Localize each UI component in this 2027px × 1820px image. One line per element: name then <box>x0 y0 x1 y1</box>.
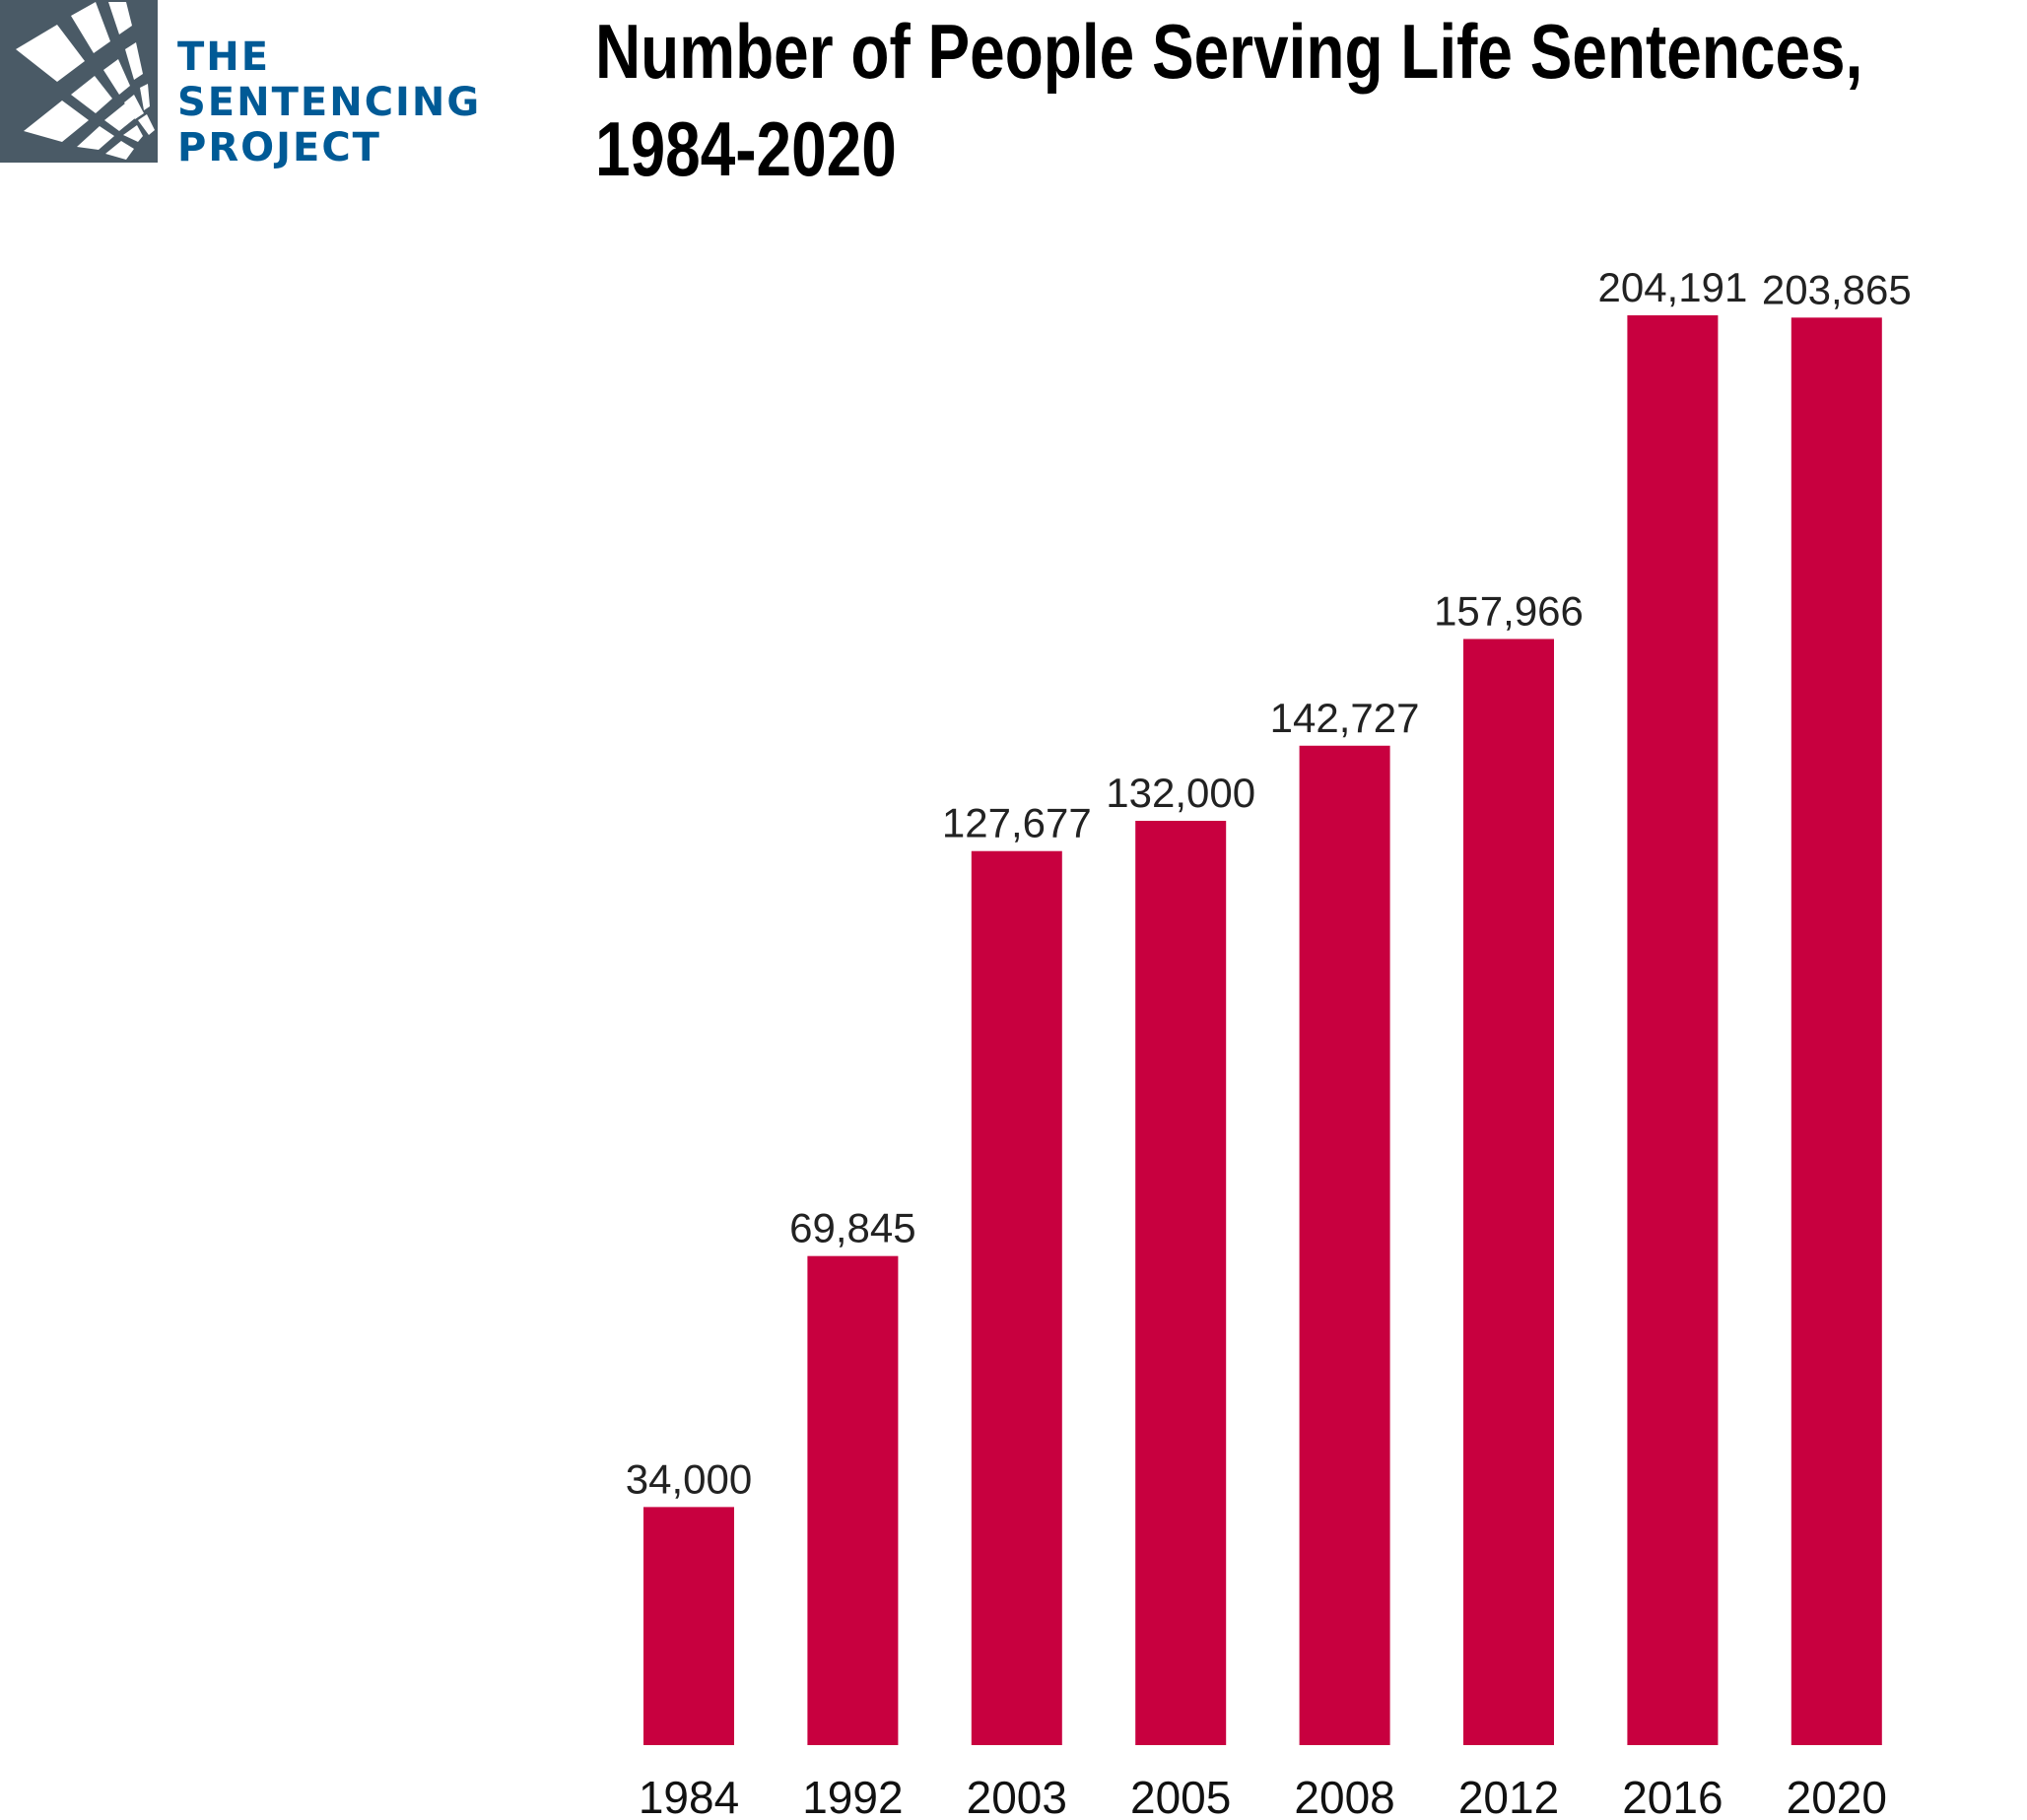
x-tick-label-2003: 2003 <box>967 1772 1067 1820</box>
x-tick-label-2016: 2016 <box>1622 1772 1723 1820</box>
bar-2020 <box>1791 317 1882 1745</box>
x-tick-label-2008: 2008 <box>1294 1772 1394 1820</box>
bar-1992 <box>807 1255 899 1745</box>
data-label-2012: 157,966 <box>1434 587 1584 634</box>
data-label-2016: 204,191 <box>1597 264 1747 310</box>
chart-title-line-1: Number of People Serving Life Sentences, <box>595 9 1862 95</box>
logo-mark <box>0 0 158 163</box>
bar-2003 <box>971 850 1062 1745</box>
logo-line-1: THE <box>177 34 270 80</box>
bar-1984 <box>643 1507 734 1745</box>
logo-line-3: PROJECT <box>177 125 381 170</box>
data-label-2008: 142,727 <box>1270 695 1420 741</box>
bar-2005 <box>1135 820 1227 1745</box>
bar-2008 <box>1299 745 1390 1745</box>
logo-line-2: SENTENCING <box>177 80 481 125</box>
x-tick-label-2020: 2020 <box>1787 1772 1887 1820</box>
x-tick-label-1984: 1984 <box>639 1772 739 1820</box>
chart-title-line-2: 1984-2020 <box>595 106 897 192</box>
x-tick-label-2005: 2005 <box>1130 1772 1231 1820</box>
x-tick-label-1992: 1992 <box>802 1772 903 1820</box>
bar-2016 <box>1627 315 1719 1745</box>
bar-2012 <box>1463 639 1554 1745</box>
bars: 34,000 1984 69,845 1992 127,677 2003 132,000 20… <box>626 264 1912 1820</box>
data-label-1992: 69,845 <box>789 1205 915 1251</box>
data-label-2003: 127,677 <box>942 800 1092 846</box>
data-label-2020: 203,865 <box>1762 266 1912 312</box>
data-label-1984: 34,000 <box>626 1455 752 1502</box>
logo: THE SENTENCING PROJECT <box>0 0 481 170</box>
x-tick-label-2012: 2012 <box>1458 1772 1559 1820</box>
data-label-2005: 132,000 <box>1106 770 1255 816</box>
